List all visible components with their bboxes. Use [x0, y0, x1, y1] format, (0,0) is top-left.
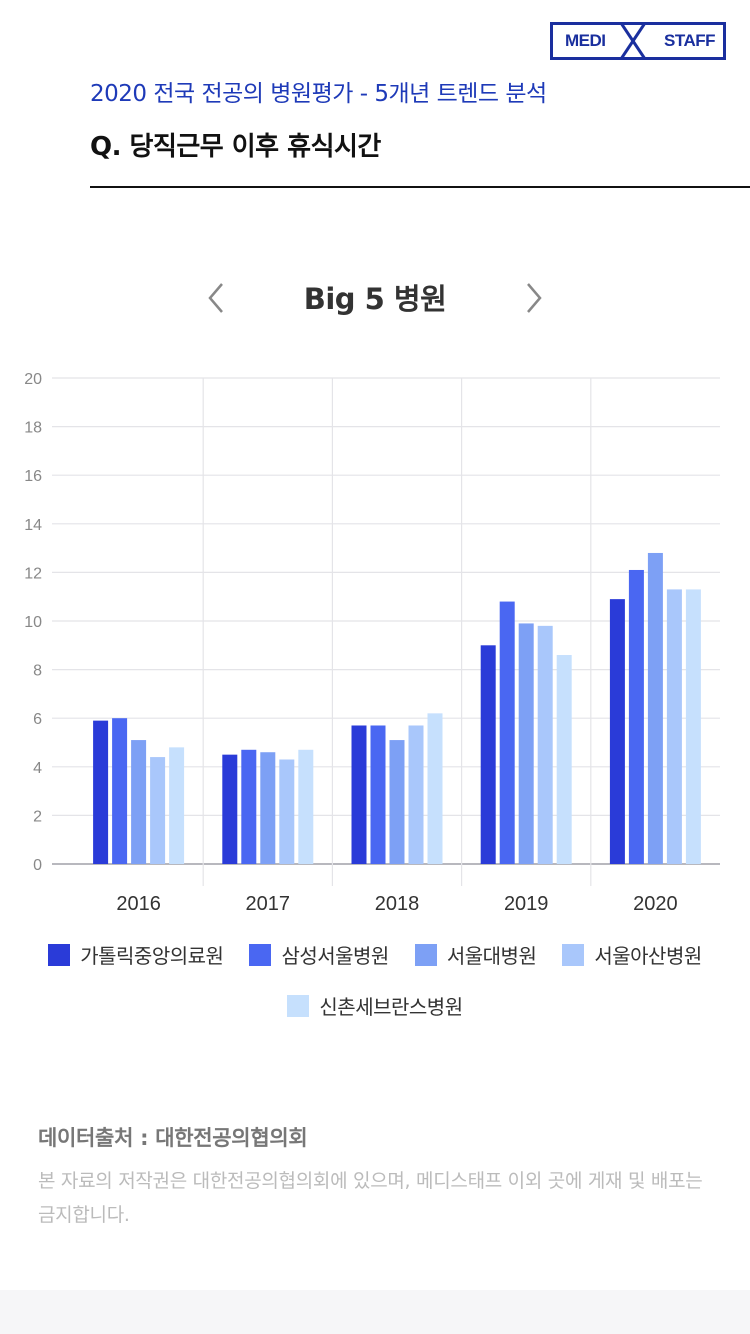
- legend-swatch: [287, 994, 310, 1017]
- y-tick-label: 6: [33, 711, 42, 728]
- logo-text-staff: STAFF: [663, 31, 716, 50]
- y-tick-label: 16: [24, 468, 42, 485]
- y-tick-label: 10: [24, 614, 42, 631]
- bar: [685, 589, 701, 864]
- logo-cross-mark: [620, 25, 646, 57]
- medistaff-logo: MEDI STAFF: [550, 22, 726, 60]
- page-subtitle: 2020 전국 전공의 병원평가 - 5개년 트렌드 분석: [90, 81, 547, 107]
- x-tick-label: 2018: [375, 893, 420, 915]
- y-tick-label: 2: [33, 808, 42, 825]
- x-tick-label: 2016: [116, 893, 161, 915]
- legend-swatch: [249, 943, 272, 966]
- legend-swatch: [48, 943, 71, 966]
- bar: [628, 569, 644, 864]
- bar: [93, 720, 109, 864]
- copyright-notice: 본 자료의 저작권은 대한전공의협의회에 있으며, 메디스태프 이외 곳에 게재…: [38, 1170, 703, 1226]
- bar: [241, 749, 257, 864]
- bar: [150, 757, 166, 864]
- bar: [389, 740, 405, 864]
- legend-row: 가톨릭중앙의료원 삼성서울병원 서울대병원 서울아산병원: [0, 940, 750, 969]
- bar: [112, 718, 128, 864]
- y-tick-label: 8: [33, 663, 42, 680]
- prev-chart-button[interactable]: [200, 278, 230, 318]
- y-tick-label: 18: [24, 420, 42, 437]
- bar: [408, 725, 424, 864]
- x-tick-label: 2017: [246, 893, 291, 915]
- next-chart-button[interactable]: [520, 278, 550, 318]
- bar-chart: 0 2 4 6 8 10 12 14 16 18 20 2016 2017 2018 2019 2020: [24, 371, 720, 915]
- bar: [647, 552, 663, 864]
- chevron-left-icon: [208, 283, 223, 313]
- legend-label: 서울대병원: [446, 944, 537, 968]
- bar: [499, 601, 515, 864]
- bar: [298, 749, 314, 864]
- x-tick-label: 2020: [633, 893, 678, 915]
- bar: [279, 759, 295, 864]
- bar: [537, 625, 553, 864]
- legend-item: 서울아산병원: [562, 940, 702, 969]
- bar: [609, 599, 625, 864]
- bar: [351, 725, 367, 864]
- data-source: 데이터출처 : 대한전공의협의회: [38, 1126, 308, 1150]
- x-tick-label: 2019: [504, 893, 549, 915]
- chevron-right-icon: [527, 283, 542, 313]
- bar: [222, 754, 238, 864]
- bar: [427, 713, 443, 864]
- legend-item: 서울대병원: [414, 940, 537, 969]
- y-tick-label: 12: [24, 565, 42, 582]
- y-tick-label: 14: [24, 517, 42, 534]
- legend-item: 삼성서울병원: [249, 940, 389, 969]
- legend-label: 가톨릭중앙의료원: [80, 944, 224, 968]
- legend-label: 신촌세브란스병원: [319, 995, 463, 1019]
- bar: [518, 623, 534, 864]
- chart-title: Big 5 병원: [303, 282, 447, 316]
- bar: [131, 740, 147, 864]
- bar: [370, 725, 386, 864]
- legend-label: 서울아산병원: [594, 944, 702, 968]
- legend-swatch: [562, 943, 585, 966]
- bar: [666, 589, 682, 864]
- legend-swatch: [414, 943, 437, 966]
- legend-label: 삼성서울병원: [281, 944, 389, 968]
- y-tick-label: 0: [33, 857, 42, 874]
- chart-legend: 가톨릭중앙의료원 삼성서울병원 서울대병원 서울아산병원 신촌세브란스병원: [0, 940, 750, 1042]
- logo-text-medi: MEDI: [565, 31, 606, 50]
- title-divider: [90, 186, 750, 188]
- legend-row: 신촌세브란스병원: [0, 991, 750, 1020]
- bar: [480, 645, 496, 864]
- bar: [556, 655, 572, 864]
- footer-band: [0, 1290, 750, 1334]
- bar: [169, 747, 185, 864]
- legend-item: 신촌세브란스병원: [287, 991, 463, 1020]
- legend-item: 가톨릭중앙의료원: [48, 940, 224, 969]
- y-tick-label: 4: [33, 760, 42, 777]
- y-tick-label: 20: [24, 371, 42, 388]
- page-title: Q. 당직근무 이후 휴식시간: [90, 132, 381, 162]
- bar: [260, 752, 276, 864]
